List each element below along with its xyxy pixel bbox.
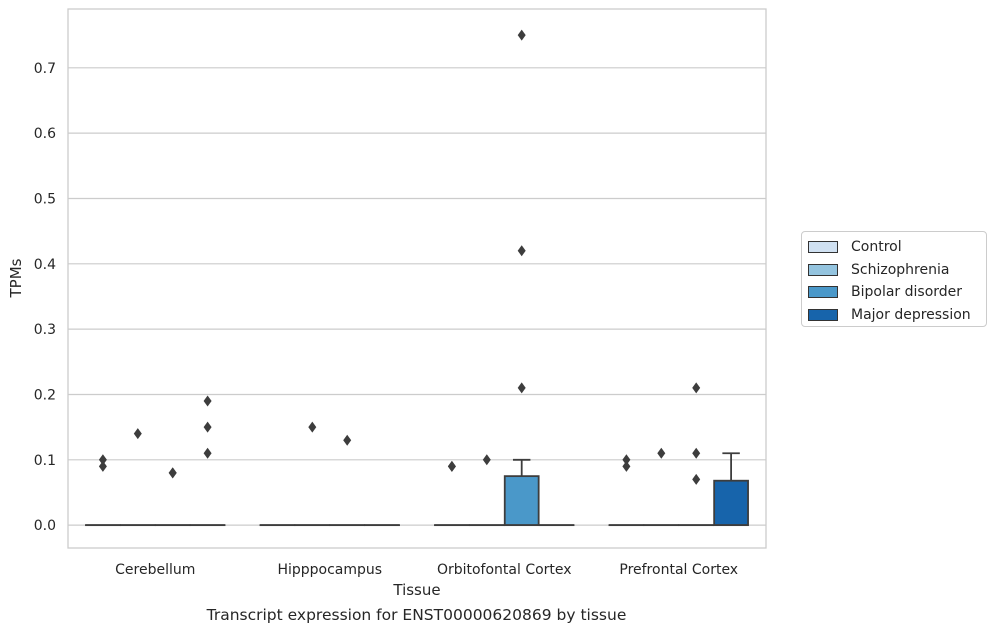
outlier-point bbox=[203, 395, 212, 407]
box-bipolar-disorder-3 bbox=[678, 382, 715, 527]
box-body bbox=[713, 479, 749, 527]
x-tick-label: Orbitofontal Cortex bbox=[437, 562, 572, 578]
plot-frame bbox=[67, 8, 767, 549]
box-control-0 bbox=[85, 454, 121, 527]
outlier-point bbox=[692, 382, 701, 394]
outlier-point bbox=[482, 454, 491, 466]
outlier-point bbox=[203, 447, 212, 459]
legend-swatch bbox=[808, 286, 838, 299]
x-tick-label: Cerebellum bbox=[115, 562, 195, 578]
outlier-point bbox=[308, 421, 317, 433]
outlier-point bbox=[133, 428, 142, 440]
chart-caption: Transcript expression for ENST0000062086… bbox=[206, 606, 627, 624]
y-tick-label: 0.0 bbox=[34, 518, 56, 534]
box-schizophrenia-2 bbox=[468, 454, 505, 527]
outlier-point bbox=[98, 454, 107, 466]
outlier-point bbox=[622, 454, 631, 466]
x-tick-labels: Cerebellum Hipppocampus Orbitofontal Corte… bbox=[115, 562, 738, 578]
legend-item: Control bbox=[808, 236, 986, 259]
outlier-point bbox=[517, 245, 526, 257]
legend-item: Bipolar disorder bbox=[808, 281, 986, 304]
outlier-point bbox=[447, 460, 456, 472]
outlier-point bbox=[343, 434, 352, 446]
legend-label: Control bbox=[851, 239, 902, 256]
box-body bbox=[503, 475, 540, 527]
y-tick-label: 0.7 bbox=[34, 61, 56, 77]
box-bipolar-disorder-0 bbox=[154, 467, 191, 527]
outlier-point bbox=[517, 29, 526, 41]
y-tick-label: 0.3 bbox=[34, 322, 56, 338]
y-tick-labels: 0.0 0.1 0.2 0.3 0.4 0.5 0.6 0.7 bbox=[34, 61, 56, 534]
y-tick-label: 0.5 bbox=[34, 191, 56, 207]
legend-swatch bbox=[808, 308, 838, 321]
outlier-point bbox=[622, 460, 631, 472]
outlier-point bbox=[657, 447, 666, 459]
legend-swatch bbox=[808, 263, 838, 276]
outlier-point bbox=[168, 467, 177, 479]
legend: Control Schizophrenia Bipolar disorder Majo… bbox=[801, 231, 987, 327]
x-tick-label: Prefrontal Cortex bbox=[619, 562, 738, 578]
legend-label: Schizophrenia bbox=[851, 261, 950, 278]
legend-item: Schizophrenia bbox=[808, 259, 986, 282]
box-control-3 bbox=[608, 454, 645, 527]
box-bipolar-disorder-2 bbox=[503, 29, 540, 527]
box-schizophrenia-1 bbox=[294, 421, 331, 527]
legend-label: Major depression bbox=[851, 306, 971, 323]
outlier-point bbox=[517, 382, 526, 394]
x-tick-label: Hipppocampus bbox=[277, 562, 382, 578]
box-bipolar-disorder-1 bbox=[329, 434, 366, 527]
legend-label: Bipolar disorder bbox=[851, 284, 963, 301]
y-tick-label: 0.2 bbox=[34, 387, 56, 403]
box-major-depression-3 bbox=[713, 452, 749, 527]
y-tick-label: 0.6 bbox=[34, 126, 56, 142]
x-axis-label: Tissue bbox=[392, 581, 440, 599]
y-axis-label: TPMs bbox=[7, 258, 25, 298]
box-major-depression-0 bbox=[189, 395, 226, 527]
legend-swatch bbox=[808, 241, 838, 254]
legend-item: Major depression bbox=[808, 304, 986, 327]
box-schizophrenia-3 bbox=[643, 447, 680, 527]
outlier-point bbox=[692, 447, 701, 459]
gridlines bbox=[68, 67, 766, 526]
outlier-point bbox=[98, 460, 107, 472]
y-tick-label: 0.1 bbox=[34, 453, 56, 469]
boxes bbox=[85, 29, 749, 527]
outlier-point bbox=[692, 473, 701, 485]
box-schizophrenia-0 bbox=[119, 428, 156, 527]
y-tick-label: 0.4 bbox=[34, 257, 56, 273]
outlier-point bbox=[203, 421, 212, 433]
box-control-2 bbox=[434, 460, 470, 527]
